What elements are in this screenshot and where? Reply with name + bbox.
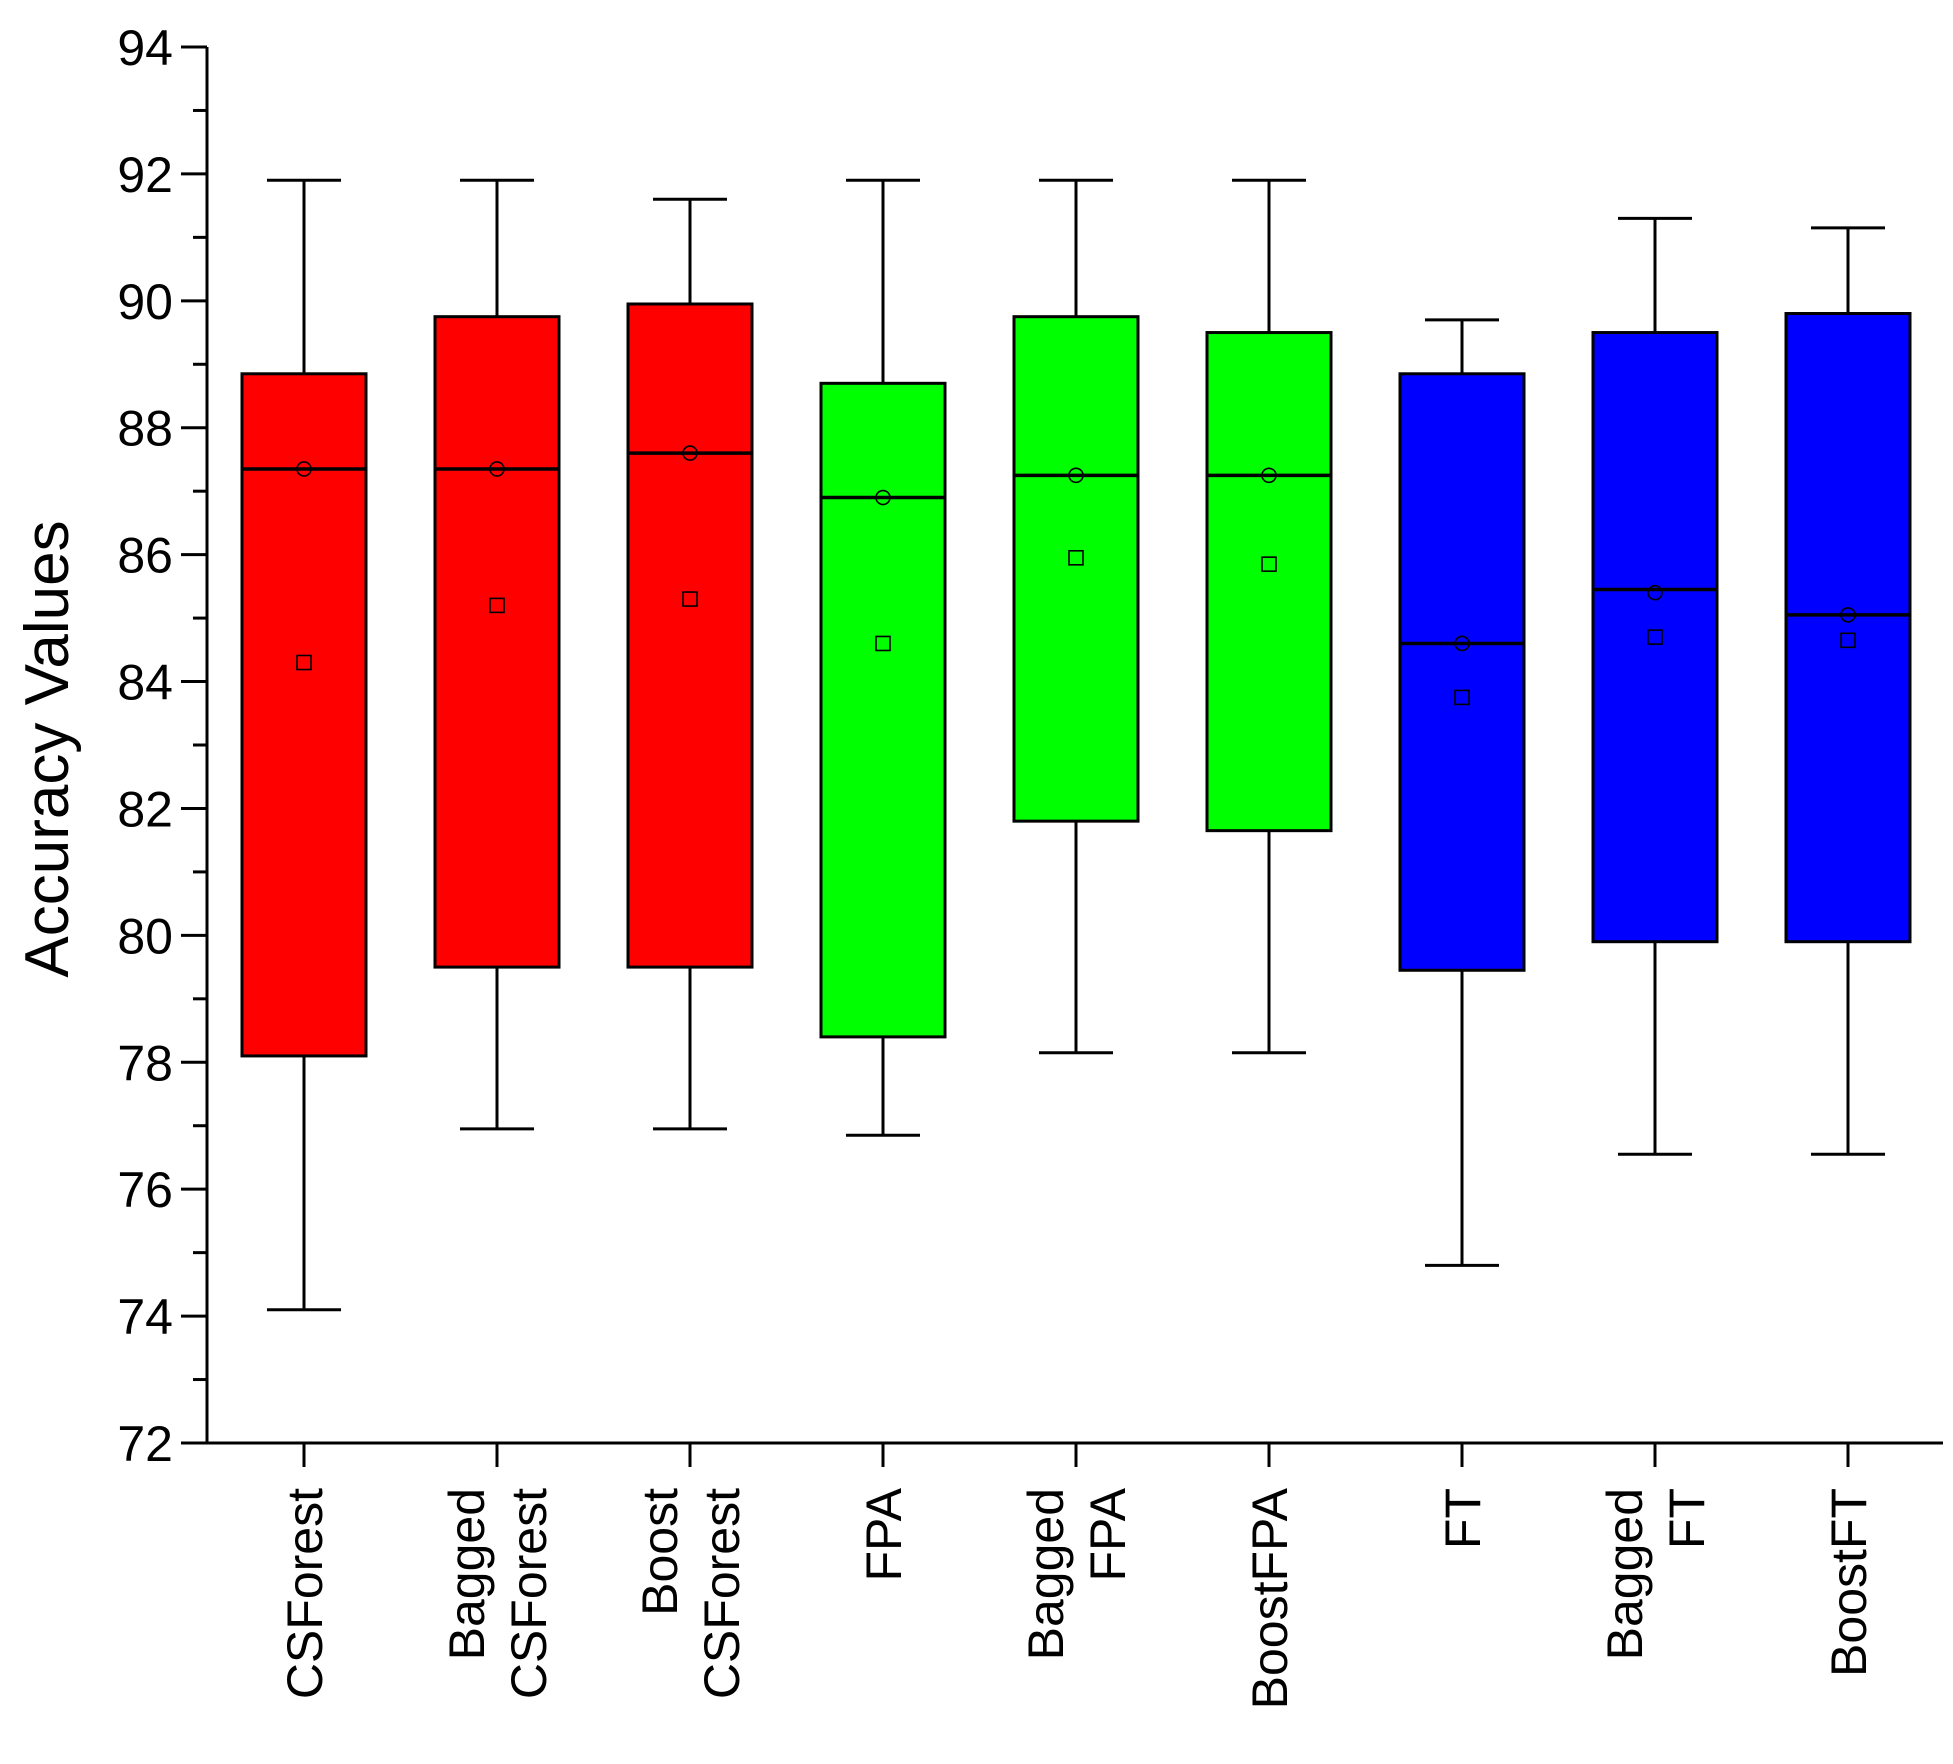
y-tick-label: 76	[117, 1162, 173, 1218]
x-category-label: FPA	[856, 1487, 912, 1581]
box-iqr	[626, 302, 754, 969]
median-circle-marker	[1840, 607, 1856, 623]
box-group	[819, 178, 947, 1137]
box-group	[1205, 178, 1333, 1055]
mean-square-marker	[296, 654, 312, 671]
box-iqr	[1591, 331, 1719, 944]
median-circle-marker	[1647, 584, 1663, 601]
mean-square-marker	[1261, 556, 1277, 572]
box-group	[1591, 216, 1719, 1156]
box-iqr	[1398, 372, 1526, 972]
y-tick-label: 86	[117, 528, 173, 584]
x-category-label: Bagged	[439, 1488, 495, 1660]
mean-square-marker	[1840, 632, 1856, 649]
box-iqr	[1205, 331, 1333, 833]
x-category-label: FT	[1435, 1488, 1491, 1549]
box-group	[433, 178, 561, 1131]
box-group	[1398, 318, 1526, 1267]
y-tick-label: 90	[117, 274, 173, 330]
y-tick-label: 78	[117, 1035, 173, 1091]
x-category-label: CSForest	[501, 1488, 557, 1699]
y-tick-label: 84	[117, 655, 173, 711]
mean-square-marker	[1068, 550, 1084, 566]
x-category-label: Bagged	[1018, 1488, 1074, 1660]
median-circle-marker	[875, 489, 891, 506]
median-circle-marker	[489, 461, 505, 477]
y-tick-label: 88	[117, 401, 173, 457]
y-tick-label: 92	[117, 147, 173, 203]
x-category-label: FPA	[1080, 1487, 1136, 1581]
x-category-label: FT	[1659, 1488, 1715, 1549]
box-iqr	[433, 315, 561, 969]
y-tick-label: 82	[117, 781, 173, 837]
mean-square-marker	[1647, 629, 1663, 645]
median-circle-marker	[296, 461, 312, 477]
x-category-label: CSForest	[694, 1488, 750, 1699]
y-axis-title: Accuracy Values	[13, 520, 82, 977]
x-category-label: CSForest	[277, 1488, 333, 1699]
median-circle-marker	[682, 445, 698, 461]
x-category-label: BoostFT	[1821, 1488, 1877, 1677]
box-iqr	[1012, 315, 1140, 823]
y-tick-label: 74	[117, 1289, 173, 1345]
median-circle-marker	[1068, 467, 1084, 484]
box-iqr	[240, 372, 368, 1058]
x-category-label: Bagged	[1597, 1488, 1653, 1660]
median-circle-marker	[1454, 635, 1470, 652]
y-tick-label: 80	[117, 908, 173, 964]
mean-square-marker	[1454, 689, 1470, 706]
y-tick-label: 94	[117, 20, 173, 76]
axes-layer	[181, 45, 1943, 1467]
boxes-layer	[240, 178, 1912, 1312]
box-iqr	[819, 381, 947, 1039]
mean-square-marker	[875, 635, 891, 652]
mean-square-marker	[682, 591, 698, 607]
x-category-label: Boost	[632, 1488, 688, 1616]
box-group	[240, 178, 368, 1312]
box-group	[1784, 226, 1912, 1156]
box-group	[1012, 178, 1140, 1055]
y-tick-label: 72	[117, 1416, 173, 1472]
box-iqr	[1784, 312, 1912, 944]
median-circle-marker	[1261, 467, 1277, 484]
x-category-label: BoostFPA	[1242, 1487, 1298, 1709]
mean-square-marker	[489, 597, 505, 614]
box-group	[626, 197, 754, 1131]
